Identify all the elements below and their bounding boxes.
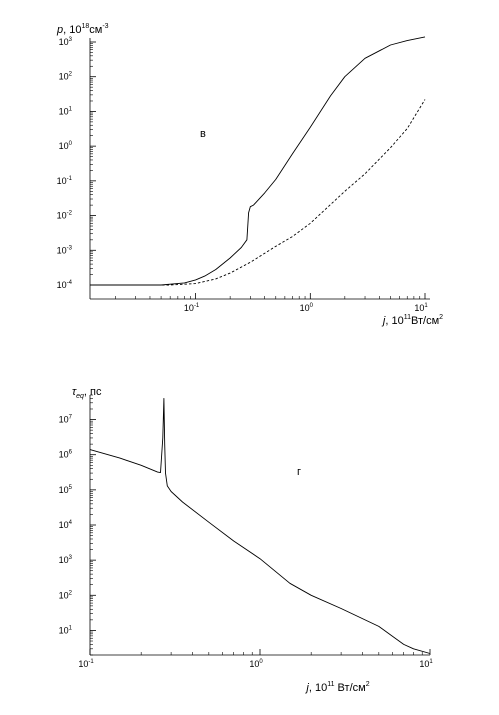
xlabel-top-text: , 10 [385,315,403,327]
y-tick-label-exp: 3 [69,555,73,561]
y-tick-label-base: 10 [59,555,69,565]
chart-panel-bottom: τeq, пс 10-1 100 101101102103104105106107 … [59,386,434,694]
x-tick-label-base: 10 [414,303,424,313]
xlabel-top-sup: 11 [404,314,411,321]
y-tick-label-exp: -3 [67,245,73,251]
y-tick-label-base: 10 [57,280,67,290]
xlabel-top-var: j [381,315,386,327]
y-tick-label-exp: -4 [67,280,73,286]
ylabel-bottom-text: , пс [84,386,102,398]
y-tick-label: 104 [59,520,73,530]
series-line-bottom-solid [89,397,431,654]
xlabel-bottom-sup: 11 [327,681,334,688]
xlabel-bottom-unit: Вт/см [335,682,366,694]
ylabel-top-text: , 10 [63,24,81,36]
x-tick-label: 101 [419,659,433,669]
y-tick-label-base: 10 [59,590,69,600]
y-tick-label-exp: 3 [69,37,73,43]
y-tick-label-base: 10 [57,211,67,221]
y-tick-label-base: 10 [57,176,67,186]
y-tick-label: 100 [59,141,73,151]
x-tick-label-exp: 1 [429,659,433,665]
x-tick-label-exp: 0 [259,659,263,665]
x-tick-label-base: 10 [78,659,88,669]
y-tick-label: 10-4 [57,280,73,290]
y-tick-label-base: 10 [59,520,69,530]
x-tick-label-base: 10 [419,659,429,669]
ylabel-bottom-var: τ [72,386,77,398]
ylabel-bottom: τeq, пс [72,386,102,400]
x-tick-label-exp: 0 [310,303,314,309]
y-tick-label-base: 10 [59,450,69,460]
y-tick-label: 10-3 [57,245,73,255]
xlabel-top: j, 1011Вт/см2 [381,314,443,327]
y-tick-label-base: 10 [59,485,69,495]
chart-panel-top: p, 1018см-3 10-1 100 10110-410-310-210-110… [56,23,443,327]
y-tick-label: 103 [59,555,73,565]
y-tick-label-exp: 1 [69,625,73,631]
series-top [90,36,426,286]
x-tick-label: 10-1 [78,659,94,669]
y-tick-label: 10-2 [57,211,73,221]
y-tick-label-exp: 5 [69,485,73,491]
y-tick-label-base: 10 [59,106,69,116]
x-tick-label: 10-1 [184,303,200,313]
ylabel-top-unit-sup: -3 [102,23,108,30]
xlabel-bottom-var: j [304,682,309,694]
y-tick-label: 105 [59,485,73,495]
ylabel-top-var: p [56,24,63,36]
y-tick-label: 103 [59,37,73,47]
y-tick-label: 102 [59,590,73,600]
x-tick-label: 100 [249,659,263,669]
y-tick-label: 106 [59,450,73,460]
y-tick-label-base: 10 [59,141,69,151]
y-tick-label: 101 [59,625,73,635]
y-tick-label-base: 10 [59,37,69,47]
xlabel-bottom-unit-sup: 2 [366,681,370,688]
xlabel-bottom-text: , 10 [309,682,327,694]
x-tick-label: 101 [414,303,428,313]
ylabel-top-unit: см [89,24,102,36]
y-tick-label-exp: 4 [69,520,73,526]
y-tick-label: 107 [59,415,73,425]
xlabel-bottom: j, 1011 Вт/см2 [304,681,369,694]
x-tick-label-base: 10 [184,303,194,313]
ylabel-bottom-sub: eq [76,393,84,400]
panel-label-top: в [200,128,206,140]
y-tick-label: 102 [59,72,73,82]
y-tick-label-base: 10 [57,245,67,255]
x-tick-label-base: 10 [249,659,259,669]
y-tick-label-base: 10 [59,72,69,82]
y-tick-label-base: 10 [59,415,69,425]
series-bottom [89,397,431,654]
ylabel-top-sup: 18 [81,23,89,30]
x-tick-label-exp: -1 [194,303,200,309]
series-line-top-dashed [90,99,426,286]
x-tick-label-exp: -1 [88,659,94,665]
y-tick-label-exp: 1 [69,106,73,112]
y-tick-label-exp: -2 [67,211,73,217]
xlabel-top-unit: Вт/см [411,315,439,327]
series-line-top-solid [90,36,426,286]
y-tick-label-exp: 7 [69,415,73,421]
y-tick-label-exp: 6 [69,450,73,456]
y-tick-label-base: 10 [59,625,69,635]
x-tick-label-base: 10 [300,303,310,313]
y-tick-label-exp: 2 [69,72,73,78]
x-tick-label-exp: 1 [424,303,428,309]
y-tick-label-exp: 0 [69,141,73,147]
ylabel-top: p, 1018см-3 [56,23,109,36]
y-tick-label: 101 [59,106,73,116]
x-tick-label: 100 [300,303,314,313]
y-tick-label: 10-1 [57,176,73,186]
y-tick-label-exp: 2 [69,590,73,596]
xlabel-top-unit-sup: 2 [439,314,443,321]
panel-label-bottom: г [297,466,301,478]
y-tick-label-exp: -1 [67,176,73,182]
